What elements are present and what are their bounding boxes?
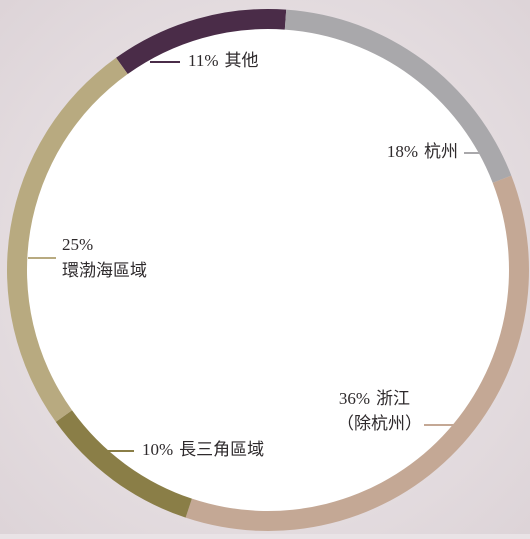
category-label: 長三角區域 xyxy=(179,440,264,459)
category-label: 其他 xyxy=(225,51,259,70)
value-label: 18% xyxy=(387,142,418,161)
value-label: 11% xyxy=(188,51,219,70)
category-label: 浙江 xyxy=(376,389,410,408)
donut-chart: 11% 其他 18% 杭州 36% 浙江 （除杭州） 10% 長三角區域 25% 環渤海區域 xyxy=(0,0,530,534)
slice-label: （除杭州） xyxy=(337,414,422,433)
slice-label: 環渤海區域 xyxy=(62,261,147,280)
value-label: 36% xyxy=(339,389,370,408)
value-label: 10% xyxy=(142,440,173,459)
slice-label: 25% xyxy=(62,235,93,254)
slice-label: 10% 長三角區域 xyxy=(142,440,264,459)
category-label: 杭州 xyxy=(424,142,458,161)
